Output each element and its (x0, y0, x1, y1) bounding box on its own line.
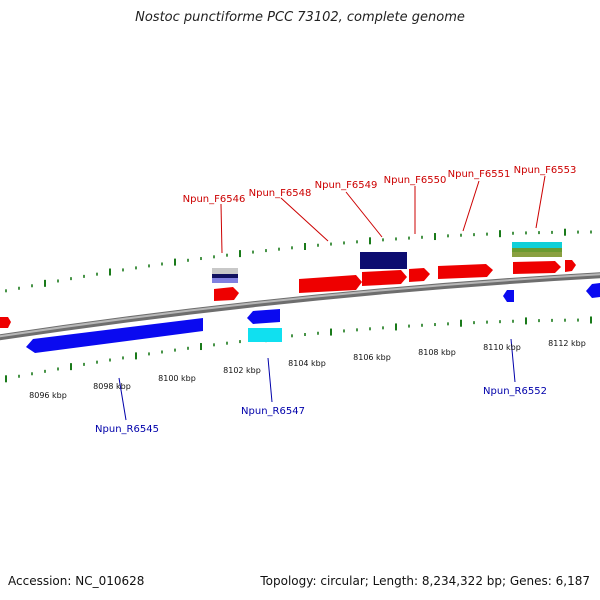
reverse-gene-arrow[interactable] (247, 309, 280, 324)
reverse-features (26, 283, 600, 353)
scale-label: 8098 kbp (93, 382, 131, 391)
map-title: Nostoc punctiforme PCC 73102, complete g… (135, 10, 465, 25)
genome-backbone (0, 272, 600, 341)
gene-label-npun-r6547[interactable]: Npun_R6547 (241, 406, 305, 417)
genome-backbone-highlight (0, 273, 600, 338)
forward-gene-arrow[interactable] (513, 261, 561, 274)
genome-summary-text: Topology: circular; Length: 8,234,322 bp… (260, 574, 590, 588)
scale-label: 8112 kbp (548, 339, 586, 348)
leader-line (267, 357, 273, 403)
feature-block-lilac[interactable] (212, 278, 238, 283)
gene-label-npun-f6553[interactable]: Npun_F6553 (514, 165, 577, 176)
gene-label-npun-f6548[interactable]: Npun_F6548 (249, 188, 312, 199)
leader-line (345, 191, 383, 238)
forward-gene-arrow[interactable] (299, 275, 362, 293)
feature-block-navy[interactable] (360, 252, 407, 269)
feature-block-navy[interactable] (212, 274, 238, 278)
gene-label-npun-r6552[interactable]: Npun_R6552 (483, 386, 547, 397)
leader-line (462, 180, 480, 232)
forward-gene-arrow[interactable] (362, 270, 407, 286)
forward-gene-labels: Npun_F6546 Npun_F6548 Npun_F6549 Npun_F6… (183, 165, 577, 254)
scale-label: 8100 kbp (158, 374, 196, 383)
leader-line (280, 197, 329, 242)
leader-line (510, 338, 516, 383)
scale-labels: 8096 kbp 8098 kbp 8100 kbp 8102 kbp 8104… (29, 339, 586, 400)
reverse-gene-arrow[interactable] (26, 318, 203, 353)
feature-block-cyan[interactable] (512, 242, 562, 248)
leader-line (220, 203, 223, 254)
feature-block-olive[interactable] (512, 248, 562, 252)
scale-label: 8108 kbp (418, 348, 456, 357)
reverse-gene-labels: Npun_R6545 Npun_R6547 Npun_R6552 (95, 338, 547, 435)
forward-features (0, 242, 576, 328)
scale-label: 8104 kbp (288, 359, 326, 368)
forward-tick-ring (5, 228, 592, 293)
scale-label: 8102 kbp (223, 366, 261, 375)
gene-label-npun-f6551[interactable]: Npun_F6551 (448, 169, 511, 180)
gene-label-npun-f6550[interactable]: Npun_F6550 (384, 175, 447, 186)
gene-label-npun-f6549[interactable]: Npun_F6549 (315, 180, 378, 191)
reverse-gene-arrow[interactable] (586, 283, 600, 298)
leader-line (118, 377, 127, 421)
forward-gene-arrow[interactable] (438, 264, 493, 279)
leader-line (535, 175, 546, 229)
scale-label: 8096 kbp (29, 391, 67, 400)
forward-gene-arrow[interactable] (214, 287, 239, 301)
gene-label-npun-f6546[interactable]: Npun_F6546 (183, 194, 246, 205)
forward-gene-arrow[interactable] (409, 268, 430, 282)
feature-block-grey[interactable] (212, 268, 238, 275)
feature-block-cyan[interactable] (248, 328, 282, 342)
gene-label-npun-r6545[interactable]: Npun_R6545 (95, 424, 159, 435)
forward-gene-arrow[interactable] (0, 317, 11, 328)
feature-block-olive-light[interactable] (512, 252, 562, 257)
forward-gene-arrow[interactable] (565, 260, 576, 272)
scale-label: 8110 kbp (483, 343, 521, 352)
accession-text: Accession: NC_010628 (8, 574, 145, 588)
scale-label: 8106 kbp (353, 353, 391, 362)
reverse-gene-arrow[interactable] (503, 290, 514, 302)
